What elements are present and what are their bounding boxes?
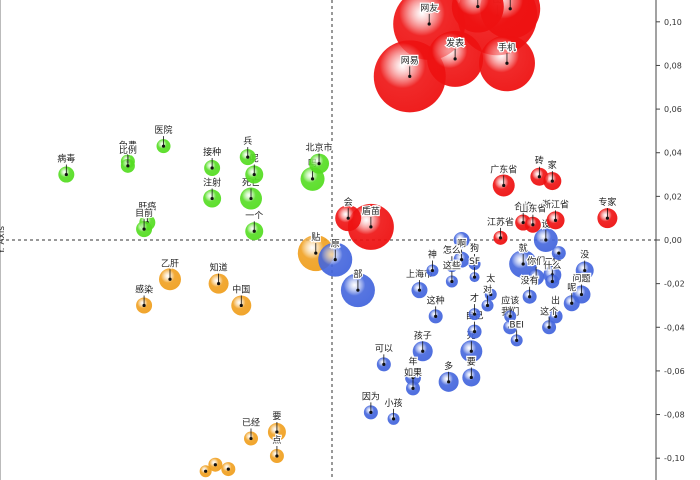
point-label: 狗 bbox=[470, 242, 479, 254]
y-tick-label: 0,06 bbox=[664, 105, 682, 114]
point-label: 什么 bbox=[543, 259, 561, 271]
point-label: 感染 bbox=[135, 283, 153, 295]
point-label: 医院 bbox=[155, 124, 173, 136]
point-label: 一个 bbox=[245, 210, 263, 221]
point-center bbox=[453, 57, 457, 61]
point-label: SF bbox=[469, 257, 480, 267]
point-label: 神 bbox=[428, 249, 437, 261]
point-label: 这种 bbox=[427, 294, 445, 306]
point-label: 病毒 bbox=[57, 153, 75, 165]
point-label: 太 bbox=[486, 273, 495, 285]
point-label: 点 bbox=[272, 435, 281, 446]
point-label: 如果 bbox=[404, 366, 422, 378]
point-label: 江苏省 bbox=[487, 216, 514, 228]
point-label: 广东省 bbox=[490, 163, 517, 175]
point-label: 接种 bbox=[203, 146, 221, 158]
y-tick-label: 0,00 bbox=[664, 236, 682, 245]
point-label: 会 bbox=[344, 196, 353, 208]
point-label: 中国 bbox=[232, 283, 250, 295]
point-label: 这些 bbox=[443, 259, 461, 271]
point-label: 知道 bbox=[210, 262, 228, 274]
point-label: 合格 bbox=[514, 201, 532, 213]
point-label: 设 bbox=[541, 219, 550, 230]
point-label: 没有 bbox=[521, 275, 539, 287]
point-label: 应该 bbox=[501, 294, 519, 306]
point-label: 目前 bbox=[135, 207, 153, 219]
point-label: 就 bbox=[519, 242, 528, 254]
axes-layer: 0,10 0,08 0,06 0,04 0,02 0,00 -0,02 -0,04 -0,06 -… bbox=[0, 0, 685, 480]
point-label: 贴 bbox=[311, 231, 320, 243]
point-label: 专家 bbox=[598, 196, 616, 208]
y-tick-label: -0,10 bbox=[664, 454, 685, 463]
point-label: 孩子 bbox=[414, 329, 432, 341]
point-label: 家 bbox=[548, 159, 557, 171]
point-center bbox=[213, 463, 217, 467]
point-label: 免费 bbox=[119, 139, 137, 151]
point-label: 怎么 bbox=[443, 244, 461, 256]
point-label: 盾苗 bbox=[362, 206, 380, 217]
y-tick-label: 0,10 bbox=[664, 18, 682, 27]
point-center bbox=[557, 251, 561, 255]
y-tick-label: 0,08 bbox=[664, 61, 682, 70]
point-label: 肝癌 bbox=[138, 201, 156, 213]
point-label: 乙肝 bbox=[161, 258, 179, 269]
point-label: 对 bbox=[483, 283, 492, 295]
point-label: 已经 bbox=[242, 417, 260, 429]
point-label: 呢 bbox=[567, 282, 576, 293]
point-label: 才 bbox=[470, 292, 479, 304]
y-axis-title: Y. Axis bbox=[0, 226, 7, 255]
point-label: 要 bbox=[467, 356, 476, 367]
point-label: 部 bbox=[353, 268, 362, 280]
point-label: 你们 bbox=[527, 255, 545, 267]
point-label: 砖 bbox=[535, 155, 544, 167]
point-label: 山东省 bbox=[519, 203, 546, 215]
point-label: 北京市 bbox=[306, 142, 333, 154]
y-tick-label: -0,08 bbox=[664, 411, 685, 420]
point-label: 网易 bbox=[401, 55, 419, 66]
point-label: 注射 bbox=[203, 177, 221, 189]
point-label: 因为 bbox=[362, 390, 380, 402]
y-tick-label: 0,02 bbox=[664, 192, 682, 201]
point-label: 原 bbox=[331, 239, 340, 250]
point-center bbox=[226, 467, 230, 471]
point-center bbox=[460, 238, 464, 242]
point-label: 浙江省 bbox=[542, 198, 569, 210]
y-tick-label: -0,04 bbox=[664, 323, 685, 332]
y-tick-label: 0,04 bbox=[664, 149, 682, 158]
point-label: 没 bbox=[580, 250, 589, 261]
point-label: 年 bbox=[408, 355, 417, 367]
marks-layer: 图网友网易联盟发表手机图表盾苗贴原部就会吗设广东省死亡乙肝死专家北京市知道中国孩… bbox=[56, 0, 618, 478]
y-tick-label: -0,06 bbox=[664, 367, 685, 376]
point-label: 小孩 bbox=[385, 397, 403, 409]
point-label: 多 bbox=[444, 360, 453, 372]
point-label: 手机 bbox=[498, 41, 516, 53]
point-label: 要 bbox=[272, 411, 281, 422]
point-center bbox=[204, 469, 208, 473]
point-red bbox=[451, 0, 504, 33]
point-label: 出 bbox=[551, 294, 560, 306]
point-label: 问题 bbox=[572, 273, 590, 285]
y-tick-label: -0,02 bbox=[664, 280, 685, 289]
point-label: 兵 bbox=[243, 135, 252, 147]
point-label: BEI bbox=[509, 320, 524, 330]
point-label: 网友 bbox=[420, 2, 438, 14]
point-label: 啊 bbox=[457, 239, 466, 250]
point-label: 发表 bbox=[446, 37, 464, 49]
point-label: 可以 bbox=[375, 343, 393, 354]
point-label: 比例 bbox=[119, 144, 137, 156]
point-label: 这个 bbox=[540, 305, 558, 317]
